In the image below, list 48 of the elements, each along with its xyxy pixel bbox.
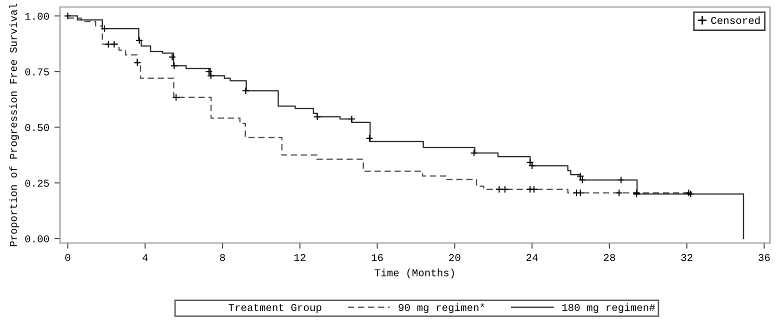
point [136, 36, 144, 44]
point [576, 189, 584, 197]
x-tick-label: 36 [758, 254, 770, 262]
point [170, 62, 178, 70]
point [684, 189, 693, 197]
legend-label: 90 mg regimen* [398, 303, 484, 314]
point [501, 186, 509, 194]
point [242, 86, 250, 95]
point [615, 189, 623, 197]
x-tick-label: 24 [526, 254, 538, 261]
x-tick-label: 0 [65, 254, 70, 262]
point [168, 53, 176, 61]
legend-label: Censored [711, 16, 760, 24]
point [172, 94, 180, 102]
y-tick-label: 0.00 [25, 235, 49, 242]
point [100, 24, 108, 32]
y-tick-label: 0.75 [25, 68, 49, 76]
point [470, 149, 478, 157]
point [104, 40, 112, 48]
point [366, 134, 374, 142]
x-tick-label: 28 [604, 254, 615, 262]
x-tick-label: 8 [220, 254, 225, 262]
point [348, 115, 356, 123]
x-tick-label: 4 [142, 254, 148, 261]
x-tick-label: 32 [681, 254, 692, 262]
point [134, 58, 142, 66]
legend-title: Treatment Group [228, 304, 322, 314]
x-tick-label: 20 [449, 254, 460, 262]
y-tick-label: 0.50 [25, 124, 49, 132]
x-axis-title: Time (Months) [374, 268, 454, 278]
legend-label: 180 mg regimen# [562, 303, 655, 314]
y-tick-label: 1.00 [25, 12, 49, 20]
x-tick-label: 12 [294, 254, 306, 261]
point [576, 172, 584, 180]
point [205, 68, 213, 76]
point [207, 72, 215, 80]
x-tick-label: 16 [372, 254, 383, 262]
y-axis-title: Proportion of Progression Free Survival [9, 4, 20, 246]
point [64, 12, 72, 20]
point [686, 190, 694, 198]
point [526, 158, 534, 166]
point [530, 186, 538, 194]
point [495, 186, 503, 194]
point [313, 112, 322, 121]
point [617, 176, 625, 184]
y-tick-label: 0.25 [25, 180, 49, 187]
point [110, 40, 118, 48]
point [578, 176, 586, 184]
